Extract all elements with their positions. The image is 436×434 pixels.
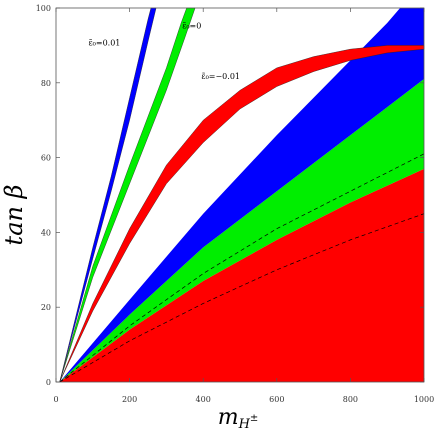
- band-annotations: ε̃₀=0.01 ε̃₀=0 ε̃₀=−0.01: [89, 22, 240, 81]
- chart-regions: [59, 7, 425, 383]
- x-tick-label: 800: [343, 395, 358, 404]
- band-label-2: ε̃₀=0: [182, 22, 201, 31]
- y-tick-label: 40: [41, 228, 51, 237]
- dashed-line-1: [59, 213, 425, 383]
- y-tick-label: 60: [41, 154, 51, 163]
- x-axis-title: mH±: [218, 405, 259, 432]
- y-tick-label: 100: [36, 4, 51, 13]
- y-tick-label: 80: [41, 79, 51, 88]
- region-lower-red: [59, 168, 425, 382]
- region-lower-green: [59, 79, 425, 382]
- x-tick-label: 200: [122, 395, 137, 404]
- x-tick-label: 1000: [414, 395, 434, 404]
- band-label-3: ε̃₀=−0.01: [201, 72, 240, 81]
- x-tick-label: 600: [269, 395, 284, 404]
- plot-frame: [55, 7, 425, 383]
- x-tick-label: 400: [196, 395, 211, 404]
- boundary-dashed-lines: [59, 153, 425, 383]
- region-lower-blue: [59, 8, 425, 382]
- y-tick-label: 0: [46, 378, 51, 387]
- y-tick-label: 20: [41, 303, 51, 312]
- y-axis-title: tan β: [0, 185, 28, 246]
- band-label-1: ε̃₀=0.01: [89, 38, 121, 47]
- x-tick-label: 0: [53, 395, 58, 404]
- axis-ticks: 0 200 400 600 800 1000 0 20 40 60 80 100: [36, 4, 434, 404]
